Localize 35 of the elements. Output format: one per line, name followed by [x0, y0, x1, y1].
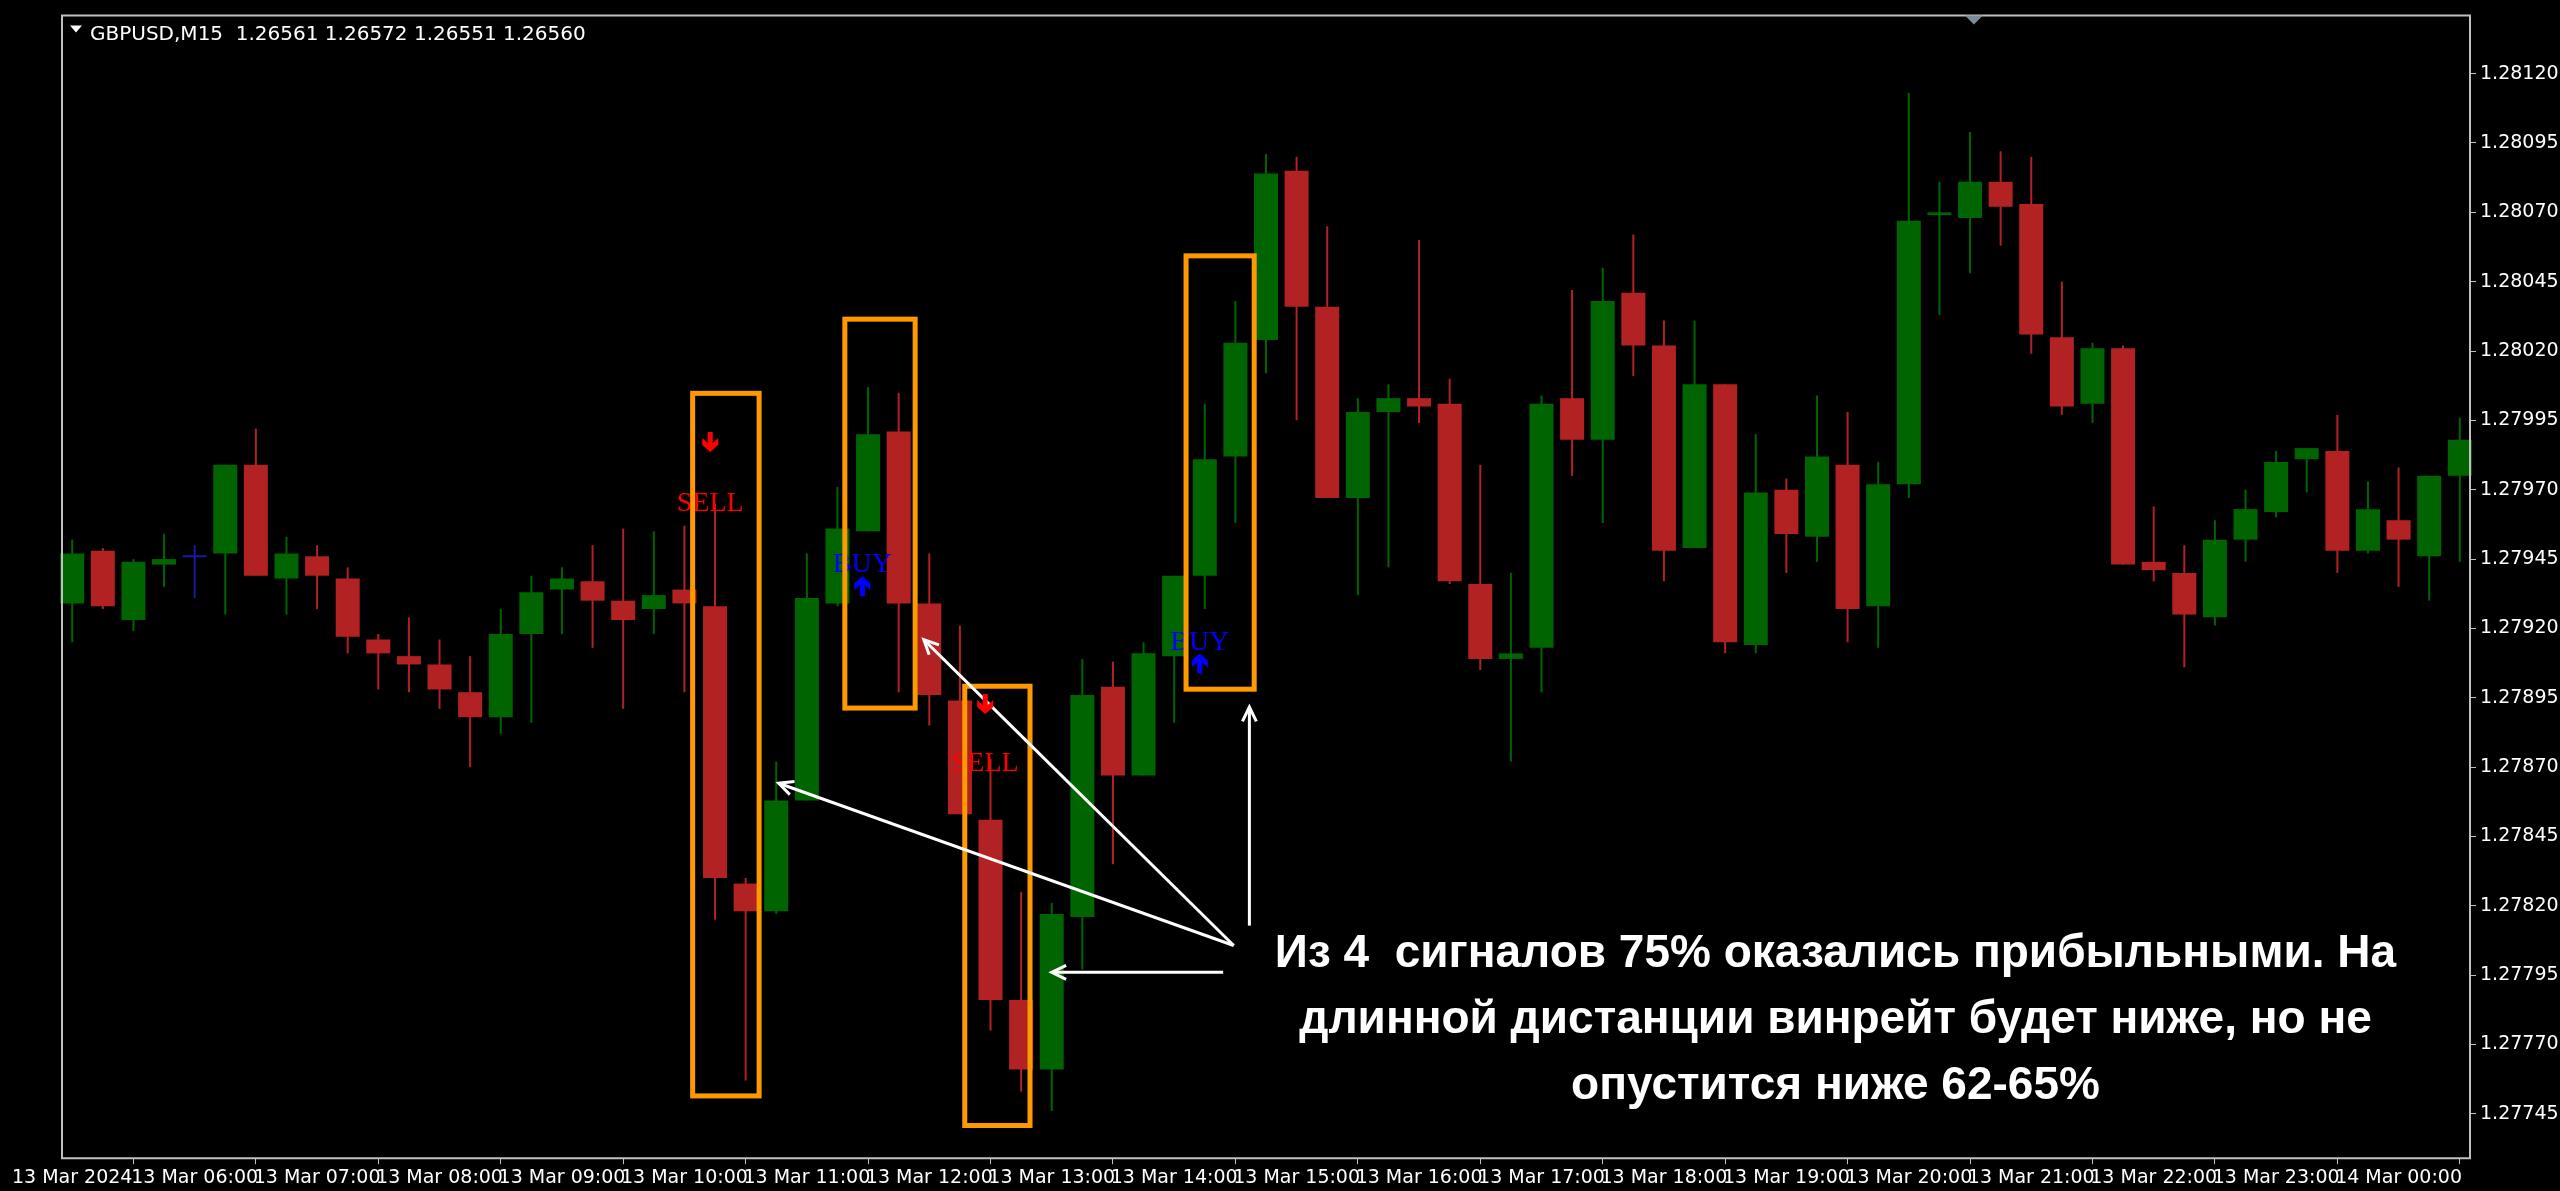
x-tick-label: 13 Mar 2024 — [11, 1164, 133, 1187]
candlestick — [1927, 180, 1952, 316]
y-tick-label: 1.27795 — [2480, 962, 2559, 985]
y-tick-label: 1.27770 — [2480, 1031, 2559, 1054]
candlestick — [733, 877, 758, 1082]
candlestick — [1376, 383, 1401, 569]
annotation: Из 4 сигналов 75% оказались прибыльными. На длинной дистанции винрейт будет ниже, но не опустится ниже 62-65% — [1273, 924, 2398, 1112]
candlestick — [611, 527, 636, 710]
y-tick-label: 1.27870 — [2480, 754, 2559, 777]
candlestick — [2386, 466, 2411, 588]
y-tick-label: 1.28120 — [2480, 60, 2559, 83]
y-tick-label: 1.27820 — [2480, 892, 2559, 915]
candlestick — [580, 544, 605, 649]
y-tick-label: 1.28070 — [2480, 199, 2559, 222]
y-tick-label: 1.27895 — [2480, 684, 2559, 707]
candlestick — [2141, 505, 2166, 583]
candlestick — [1407, 239, 1432, 425]
candlestick — [2294, 447, 2319, 494]
y-tick-label: 1.27970 — [2480, 476, 2559, 499]
chart-title: GBPUSD,M15 1.26561 1.26572 1.26551 1.26560 — [90, 21, 586, 46]
y-tick-label: 1.28095 — [2480, 129, 2559, 152]
candlestick — [182, 544, 207, 599]
candlestick — [366, 632, 391, 691]
y-tick-label: 1.27745 — [2480, 1100, 2559, 1123]
y-tick-label: 1.28045 — [2480, 268, 2559, 291]
candlestick — [1498, 571, 1523, 763]
y-tick-label: 1.27945 — [2480, 546, 2559, 568]
y-tick-label: 1.27995 — [2480, 407, 2559, 430]
y-tick-label: 1.28020 — [2480, 337, 2559, 360]
y-tick-label: 1.27920 — [2480, 615, 2559, 638]
candlestick — [641, 530, 666, 635]
candlestick — [152, 533, 177, 588]
y-tick-label: 1.27845 — [2480, 823, 2559, 846]
candlestick — [549, 566, 574, 635]
candlestick — [396, 616, 421, 694]
